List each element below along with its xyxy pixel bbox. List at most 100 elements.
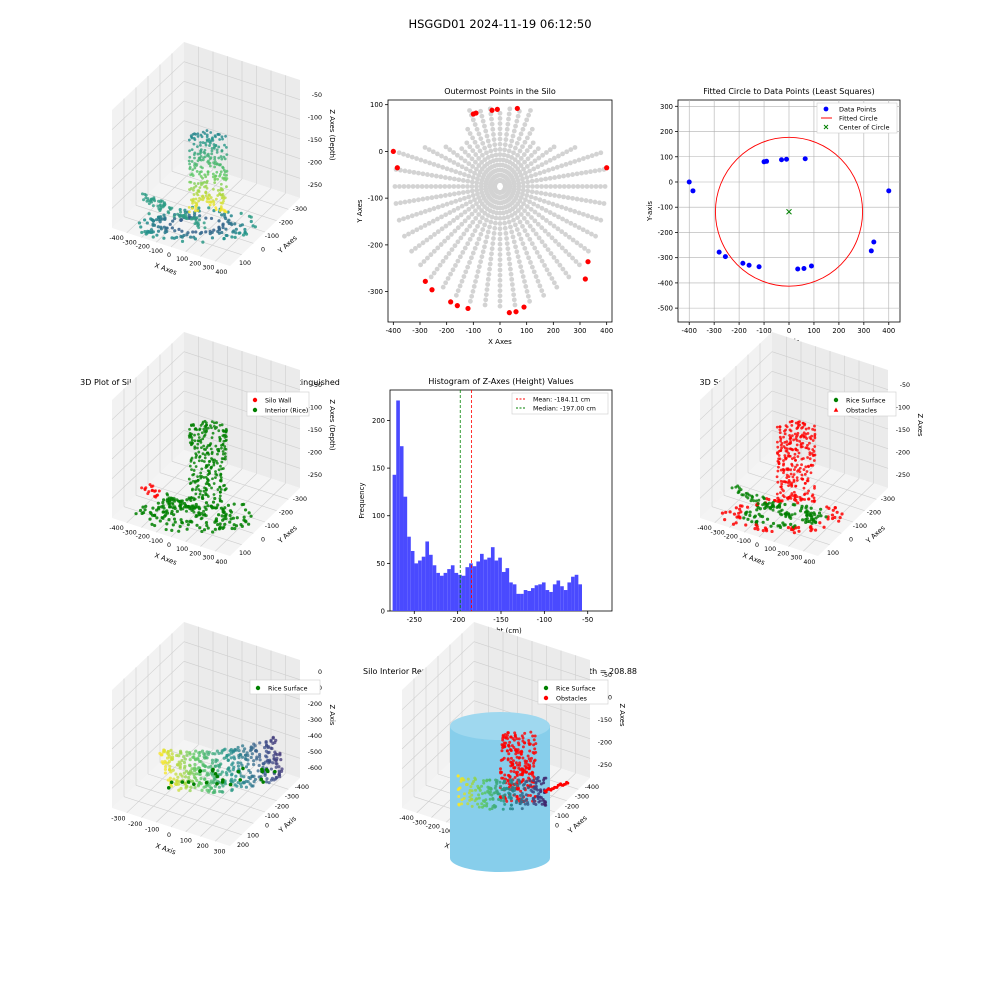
histogram-bar <box>534 585 539 611</box>
floor-point <box>216 522 220 527</box>
wing-point <box>172 498 176 502</box>
grey-data-point <box>564 149 570 155</box>
outer-point <box>506 310 512 316</box>
grey-data-point <box>597 200 602 206</box>
x-tick-label: 400 <box>215 559 227 566</box>
pane-grid-line <box>111 661 185 730</box>
x-tick-label: 0 <box>167 252 171 259</box>
dome-point <box>210 146 214 150</box>
floor-point <box>212 228 216 232</box>
y-tick-label: 0 <box>261 247 265 254</box>
floor-point <box>144 232 148 236</box>
grey-data-point <box>497 288 503 294</box>
dome-point <box>788 434 791 437</box>
floor-point <box>249 219 253 224</box>
dome-point <box>776 469 780 473</box>
grey-data-point <box>548 184 554 189</box>
floor-point <box>233 222 237 226</box>
floor-point <box>761 529 765 533</box>
obstacle-point <box>531 751 535 755</box>
y-tick-label: -100 <box>265 233 279 240</box>
grey-data-point <box>485 155 491 160</box>
grey-data-point <box>501 152 507 158</box>
obstacle-point <box>527 772 531 776</box>
grey-data-point <box>540 152 546 158</box>
y-tick-label: 100 <box>660 153 673 161</box>
floor-point <box>148 517 152 521</box>
wing-point <box>200 516 204 520</box>
grey-data-point <box>560 266 566 272</box>
surface-point <box>274 777 278 781</box>
rice-surface-point <box>474 788 478 792</box>
histogram-bar <box>392 474 397 611</box>
grey-data-point <box>493 152 499 158</box>
grey-data-point <box>474 184 479 189</box>
wing-point <box>765 504 769 508</box>
wing-point <box>144 193 148 197</box>
grey-data-point <box>485 282 491 287</box>
grey-data-point <box>522 122 528 127</box>
floor-point <box>167 518 171 522</box>
dome-point <box>209 196 213 199</box>
grey-data-point <box>474 166 479 172</box>
rice-surface-point <box>488 807 492 811</box>
rice-surface-point <box>497 798 501 802</box>
dome-point <box>789 440 792 443</box>
floor-point <box>816 514 820 518</box>
dome-point <box>782 469 786 472</box>
floor-point <box>155 233 159 237</box>
grey-data-point <box>515 113 521 119</box>
grey-data-point <box>570 184 576 189</box>
grey-data-point <box>560 151 565 157</box>
dome-point <box>193 182 196 185</box>
floor-point <box>783 502 787 507</box>
histogram-bar <box>399 446 404 611</box>
dome-point <box>208 140 211 144</box>
grey-data-point <box>561 173 567 179</box>
dome-point <box>190 136 194 140</box>
surface-point <box>258 741 262 745</box>
grey-data-point <box>473 279 478 284</box>
grey-data-point <box>547 271 552 277</box>
grey-data-point <box>552 175 558 180</box>
grey-data-point <box>543 176 549 182</box>
x-tick-label: -400 <box>109 235 123 242</box>
grey-data-point <box>557 184 563 189</box>
floor-point <box>776 496 780 500</box>
dome-point <box>189 187 193 190</box>
rice-surface-point <box>521 783 525 787</box>
histogram-bar <box>552 584 557 611</box>
dome-point <box>806 491 809 495</box>
grey-data-point <box>430 218 436 224</box>
floor-point <box>183 208 187 212</box>
dome-point <box>225 185 228 189</box>
surface-point <box>278 774 282 779</box>
grey-data-point <box>465 189 471 195</box>
surface-point <box>257 755 262 759</box>
dome-point <box>798 470 802 474</box>
grey-data-point <box>410 184 416 189</box>
grey-data-point <box>442 193 448 198</box>
rice-surface-point <box>475 797 479 801</box>
x-tick-label: 200 <box>189 260 201 267</box>
grey-data-point <box>508 266 513 272</box>
rice-surface-point <box>498 780 502 784</box>
histogram-bar <box>443 572 448 611</box>
dome-point <box>783 454 787 457</box>
grey-data-point <box>524 204 530 209</box>
outer-point <box>582 276 588 282</box>
floor-point <box>143 230 147 234</box>
dome-point <box>214 197 218 201</box>
grey-data-point <box>570 237 576 243</box>
rice-surface-point <box>536 788 540 792</box>
grey-data-point <box>465 264 471 270</box>
y-tick-label: -300 <box>293 496 307 503</box>
dome-point <box>202 196 206 200</box>
grey-data-point <box>551 255 557 260</box>
grey-data-point <box>467 131 473 136</box>
grey-data-point <box>539 239 545 245</box>
grey-data-point <box>476 264 482 270</box>
grey-data-point <box>473 215 479 221</box>
dome-point <box>197 439 201 443</box>
